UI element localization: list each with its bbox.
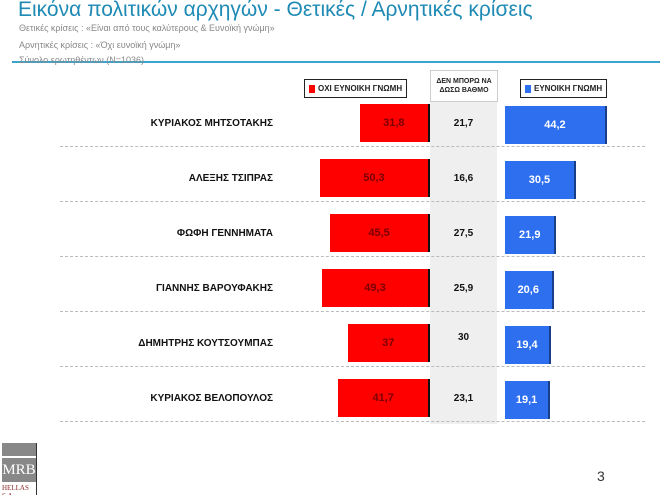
negative-bar: 37 [348,324,428,362]
legend-label: ΔΕΝ ΜΠΟΡΩ ΝΑ ΔΩΣΩ ΒΑΘΜΟ [436,77,492,94]
row-divider [60,421,645,422]
legend-swatch [525,84,531,93]
candidate-name: ΔΗΜΗΤΡΗΣ ΚΟΥΤΣΟΥΜΠΑΣ [138,338,273,349]
positive-bar: 19,1 [505,381,549,419]
legend-dont-know: ΔΕΝ ΜΠΟΡΩ ΝΑ ΔΩΣΩ ΒΑΘΜΟ [430,70,498,102]
negative-bar: 41,7 [338,379,428,417]
negative-bar: 45,5 [330,214,428,252]
negative-bar: 49,3 [322,269,428,307]
legend-label: ΕΥΝΟΙΚΗ ΓΝΩΜΗ [534,84,603,93]
row-divider [60,146,645,147]
negative-bar: 31,8 [359,104,428,142]
legend-negative: ΟΧΙ ΕΥΝΟΙΚΗ ΓΝΩΜΗ [304,79,408,98]
title-divider [12,61,660,63]
dont-know-value: 16,6 [453,173,474,184]
candidate-name: ΓΙΑΝΝΗΣ ΒΑΡΟΥΦΑΚΗΣ [156,283,273,294]
positive-bar: 30,5 [505,161,574,199]
dont-know-value: 30 [457,332,470,343]
page-number: 3 [597,468,605,484]
dont-know-value: 23,1 [453,393,474,404]
legend-swatch [309,84,315,93]
dont-know-value: 27,5 [453,228,474,239]
legend-positive: ΕΥΝΟΙΚΗ ΓΝΩΜΗ [520,79,608,98]
dont-know-column [430,102,497,424]
positive-bar: 20,6 [505,271,552,309]
negative-bar: 50,3 [319,159,428,197]
candidate-name: ΑΛΕΞΗΣ ΤΣΙΠΡΑΣ [188,173,273,184]
positive-bar: 44,2 [505,106,605,144]
page-title: Εικόνα πολιτικών αρχηγών - Θετικές / Αρν… [18,0,533,21]
row-divider [60,366,645,367]
candidate-name: ΚΥΡΙΑΚΟΣ ΜΗΤΣΟΤΑΚΗΣ [150,118,273,129]
positive-bar: 21,9 [505,216,555,254]
legend-label: ΟΧΙ ΕΥΝΟΙΚΗ ΓΝΩΜΗ [318,84,403,93]
candidate-name: ΚΥΡΙΑΚΟΣ ΒΕΛΟΠΟΥΛΟΣ [150,393,273,404]
dont-know-value: 25,9 [453,283,474,294]
negative-note: Αρνητικές κρίσεις : «Όχι ευνοϊκή γνώμη» [19,40,181,50]
positive-bar: 19,4 [505,326,549,364]
mrb-logo: MRB HELLAS S.A. [2,443,37,495]
candidate-name: ΦΩΦΗ ΓΕΝΝΗΜΑΤΑ [176,228,273,239]
row-divider [60,256,645,257]
row-divider [60,201,645,202]
dont-know-value: 21,7 [453,118,474,129]
sample-note: Σύνολο ερωτηθέντων (N=1036) [19,55,145,65]
positive-note: Θετικές κρίσεις : «Είναι από τους καλύτε… [19,23,275,33]
row-divider [60,311,645,312]
